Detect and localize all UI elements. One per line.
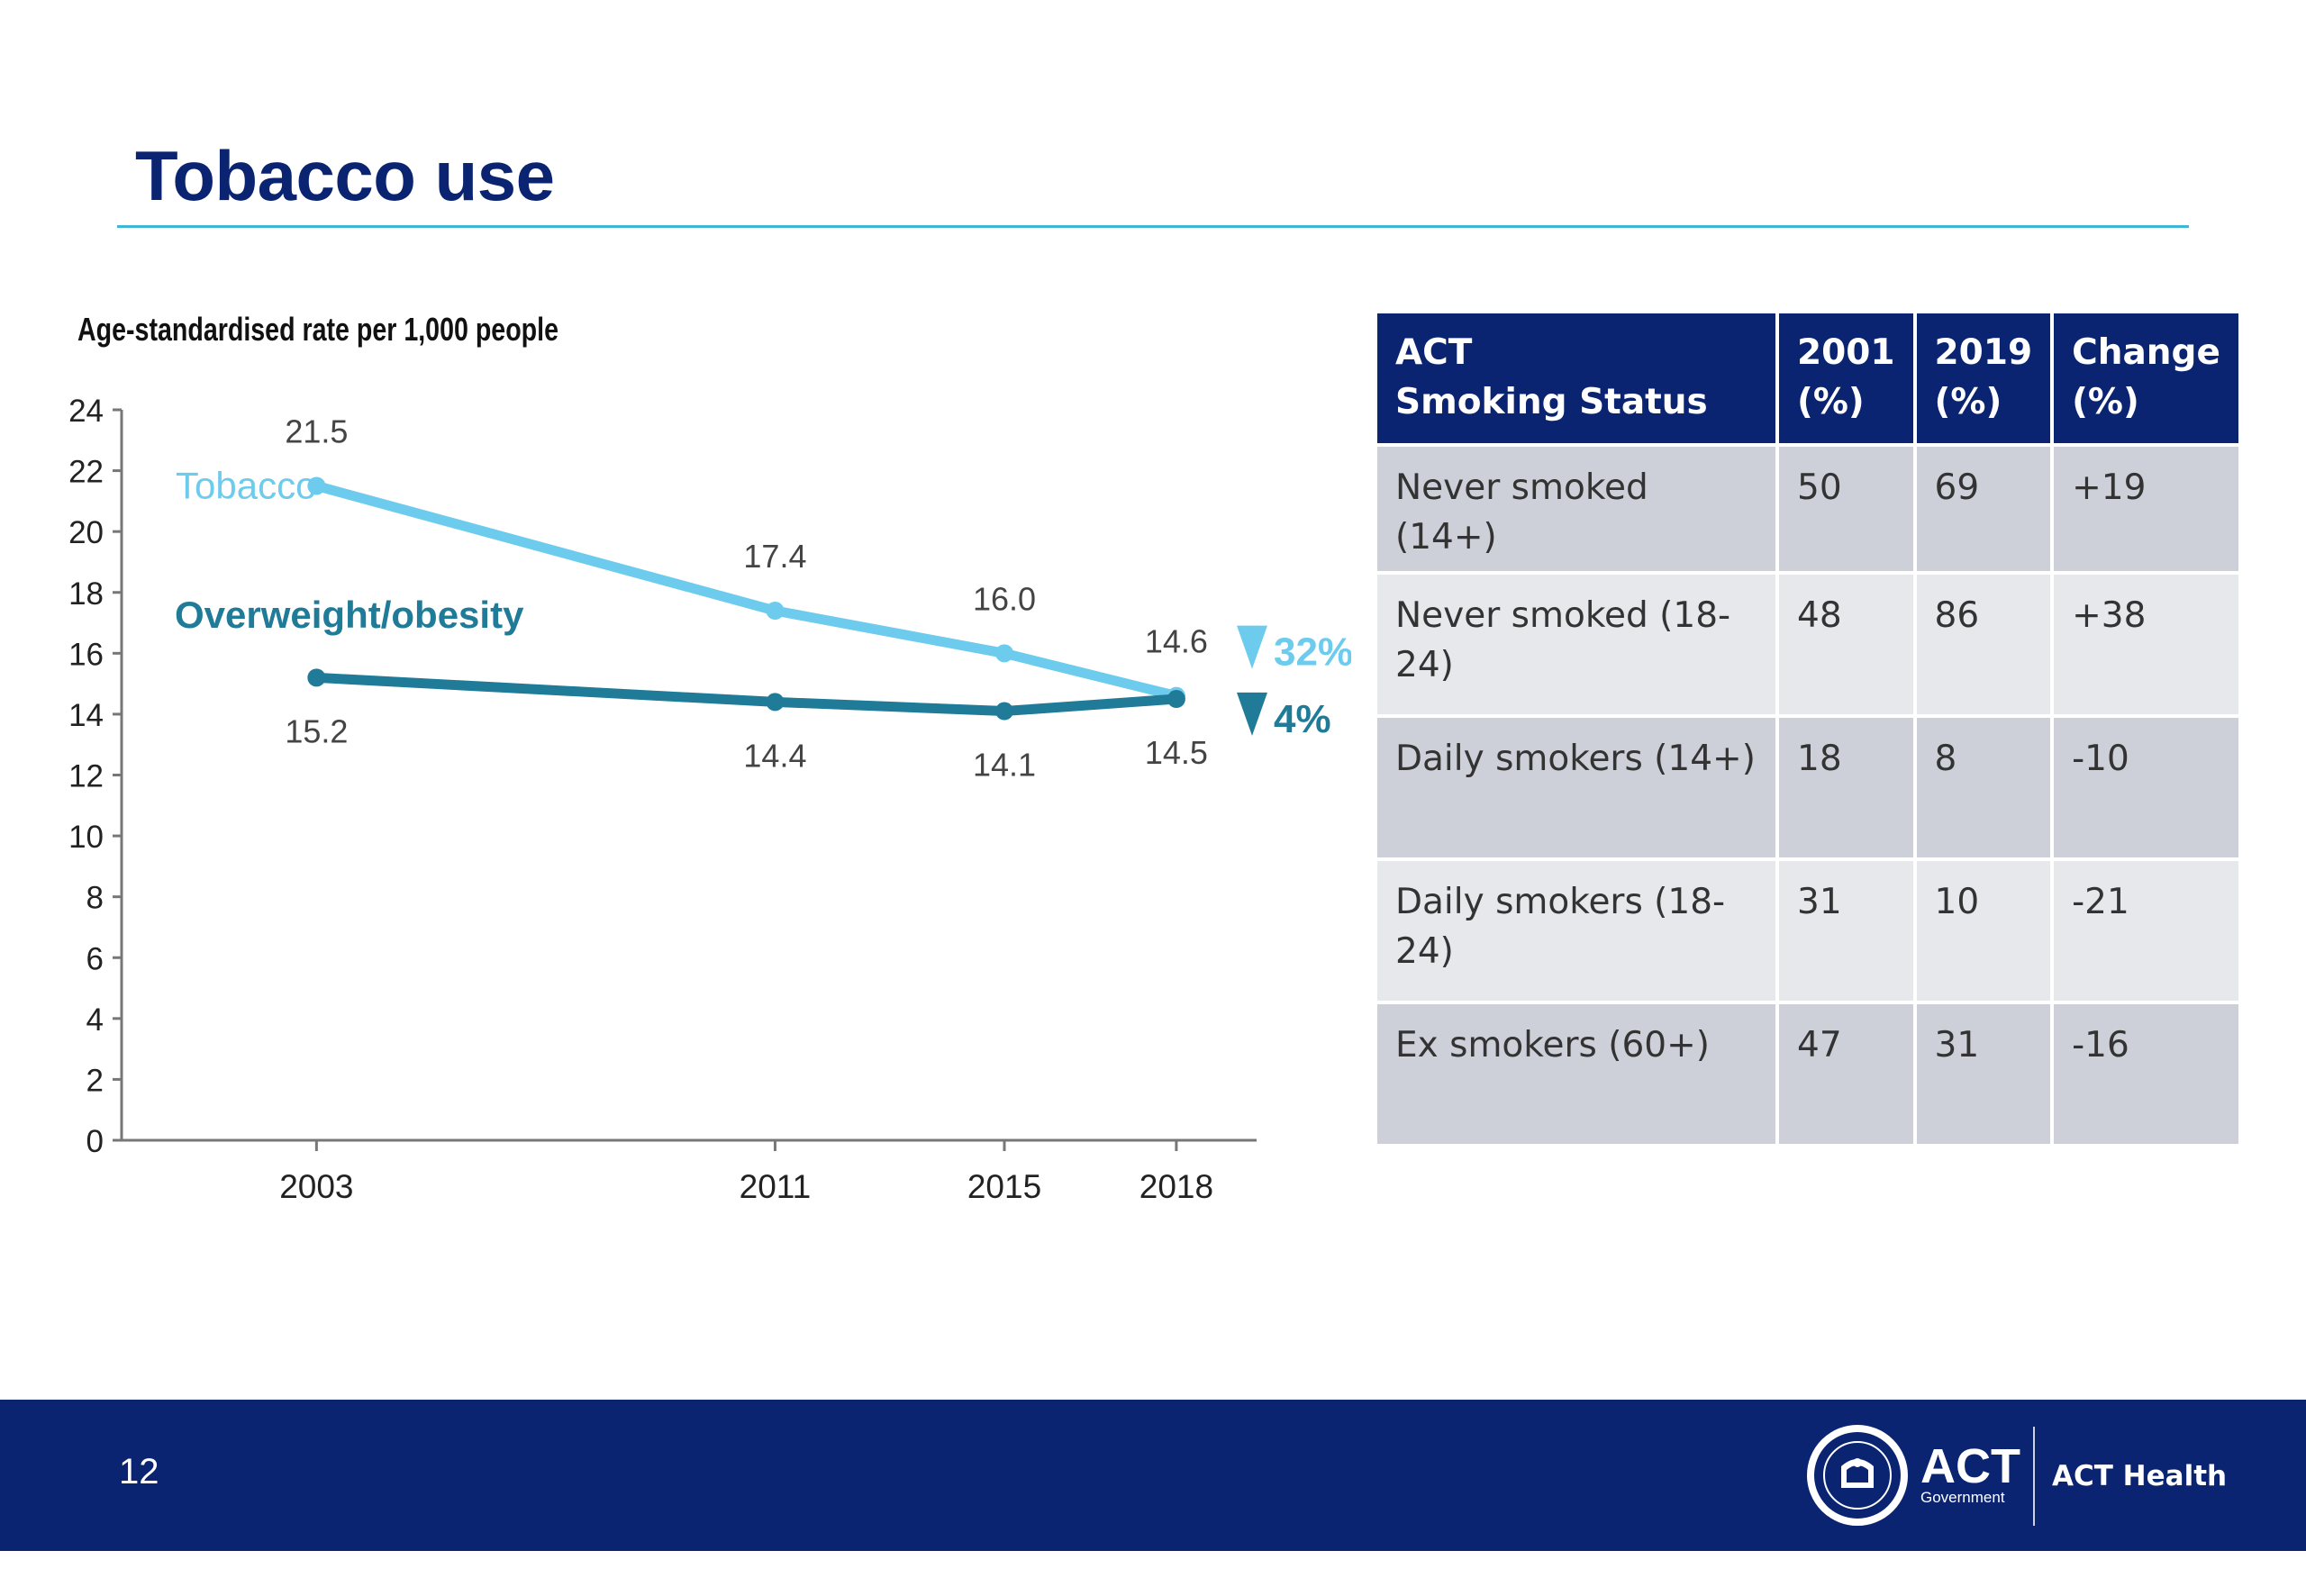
obesity-point <box>766 693 785 712</box>
logo-government-text: Government <box>1920 1489 2005 1506</box>
y-axis-label: Age-standardised rate per 1,000 people <box>77 311 558 348</box>
y-tick-label: 12 <box>68 759 104 794</box>
smoking-status-table: ACT Smoking Status 2001 (%) 2019 (%) Cha… <box>1374 310 2242 1147</box>
obesity-point <box>995 702 1013 721</box>
cell-2001: 31 <box>1779 861 1913 1001</box>
cell-change: +19 <box>2054 447 2238 571</box>
table-row: Never smoked (18-24) 48 86 +38 <box>1377 575 2238 714</box>
org-name: ACT Health <box>2052 1460 2227 1492</box>
tobacco-point <box>995 644 1013 663</box>
y-tick-label: 4 <box>86 1002 104 1038</box>
cell-2019: 8 <box>1916 718 2051 857</box>
line-chart: Age-standardised rate per 1,000 people 0 2… <box>68 311 1351 1205</box>
x-tick-label: 2015 <box>967 1168 1041 1205</box>
obesity-down-arrow <box>1237 692 1267 736</box>
table-row: Daily smokers (14+) 18 8 -10 <box>1377 718 2238 857</box>
tobacco-line <box>311 480 1182 702</box>
page-number: 12 <box>119 1452 159 1492</box>
header-status: ACT Smoking Status <box>1377 313 1775 443</box>
x-tick-label: 2003 <box>279 1168 353 1205</box>
x-tick-label: 2011 <box>740 1168 812 1205</box>
obesity-line <box>311 672 1182 717</box>
y-tick-label: 24 <box>68 394 104 429</box>
page-title: Tobacco use <box>135 136 555 215</box>
y-tick-label: 6 <box>86 941 104 976</box>
tobacco-data-label: 16.0 <box>973 580 1036 617</box>
y-tick-label: 2 <box>86 1063 104 1098</box>
cell-2001: 18 <box>1779 718 1913 857</box>
obesity-point <box>1167 690 1185 709</box>
cell-change: -16 <box>2054 1004 2238 1144</box>
cell-2019: 86 <box>1916 575 2051 714</box>
y-tick-label: 20 <box>68 515 104 550</box>
table-row: Ex smokers (60+) 47 31 -16 <box>1377 1004 2238 1144</box>
logo-act-text: ACT <box>1920 1439 2020 1493</box>
tobacco-change-label: 32% <box>1274 630 1351 675</box>
cell-status: Daily smokers (14+) <box>1377 718 1775 857</box>
obesity-data-label: 15.2 <box>285 712 348 749</box>
tobacco-series-label: Tobacco <box>176 464 316 506</box>
tobacco-data-label: 17.4 <box>743 538 806 575</box>
cell-change: -21 <box>2054 861 2238 1001</box>
obesity-data-label: 14.5 <box>1145 734 1208 771</box>
obesity-point <box>307 668 326 687</box>
cell-2001: 50 <box>1779 447 1913 571</box>
obesity-data-label: 14.1 <box>973 747 1036 784</box>
tobacco-down-arrow <box>1237 625 1267 669</box>
obesity-data-label: 14.4 <box>743 737 806 774</box>
header-change: Change (%) <box>2054 313 2238 443</box>
cell-2001: 48 <box>1779 575 1913 714</box>
cell-change: -10 <box>2054 718 2238 857</box>
cell-2019: 31 <box>1916 1004 2051 1144</box>
tobacco-point <box>307 476 326 495</box>
title-divider <box>117 225 2189 228</box>
y-tick-label: 18 <box>68 576 104 612</box>
header-2001: 2001 (%) <box>1779 313 1913 443</box>
table-row: Never smoked (14+) 50 69 +19 <box>1377 447 2238 571</box>
y-tick-label: 14 <box>68 698 104 733</box>
cell-2019: 10 <box>1916 861 2051 1001</box>
y-tick-label: 8 <box>86 881 104 916</box>
act-health-logo: ACT Government ACT Health <box>1807 1425 2227 1526</box>
tobacco-data-label: 21.5 <box>285 413 348 449</box>
y-tick-label: 10 <box>68 820 104 855</box>
cell-2001: 47 <box>1779 1004 1913 1144</box>
footer-bar: 12 ACT Government ACT Health <box>0 1400 2306 1551</box>
cell-status: Never smoked (18-24) <box>1377 575 1775 714</box>
table-row: Daily smokers (18-24) 31 10 -21 <box>1377 861 2238 1001</box>
cell-status: Daily smokers (18-24) <box>1377 861 1775 1001</box>
header-2019: 2019 (%) <box>1916 313 2051 443</box>
cell-2019: 69 <box>1916 447 2051 571</box>
table-header-row: ACT Smoking Status 2001 (%) 2019 (%) Cha… <box>1377 313 2238 443</box>
cell-status: Never smoked (14+) <box>1377 447 1775 571</box>
y-tick-label: 16 <box>68 637 104 672</box>
cell-change: +38 <box>2054 575 2238 714</box>
cell-status: Ex smokers (60+) <box>1377 1004 1775 1144</box>
obesity-change-label: 4% <box>1274 697 1331 741</box>
tobacco-point <box>766 602 785 621</box>
y-tick-label: 22 <box>68 455 104 490</box>
y-tick-label: 0 <box>86 1124 104 1159</box>
x-tick-label: 2018 <box>1139 1168 1213 1205</box>
obesity-series-label: Overweight/obesity <box>175 594 524 636</box>
tobacco-data-label: 14.6 <box>1145 623 1208 660</box>
